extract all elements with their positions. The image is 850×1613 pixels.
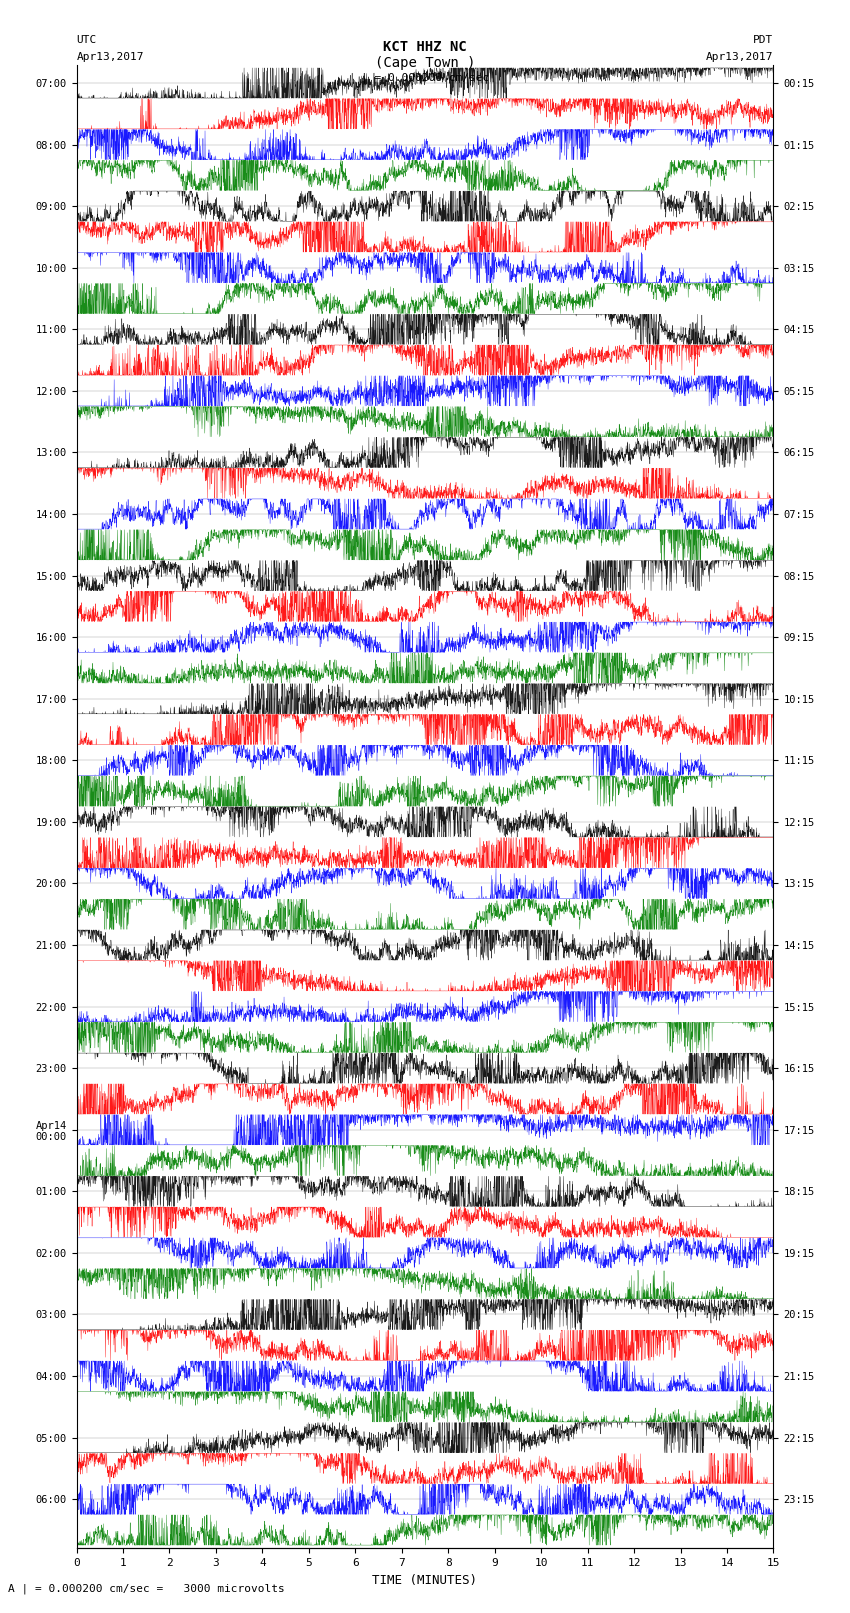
Text: PDT: PDT (753, 35, 774, 45)
Text: Apr13,2017: Apr13,2017 (76, 52, 144, 61)
Text: | = 0.000200 cm/sec: | = 0.000200 cm/sec (361, 73, 489, 84)
Text: Apr13,2017: Apr13,2017 (706, 52, 774, 61)
X-axis label: TIME (MINUTES): TIME (MINUTES) (372, 1574, 478, 1587)
Text: KCT HHZ NC: KCT HHZ NC (383, 40, 467, 55)
Text: UTC: UTC (76, 35, 97, 45)
Text: A | = 0.000200 cm/sec =   3000 microvolts: A | = 0.000200 cm/sec = 3000 microvolts (8, 1582, 286, 1594)
Text: (Cape Town ): (Cape Town ) (375, 56, 475, 71)
